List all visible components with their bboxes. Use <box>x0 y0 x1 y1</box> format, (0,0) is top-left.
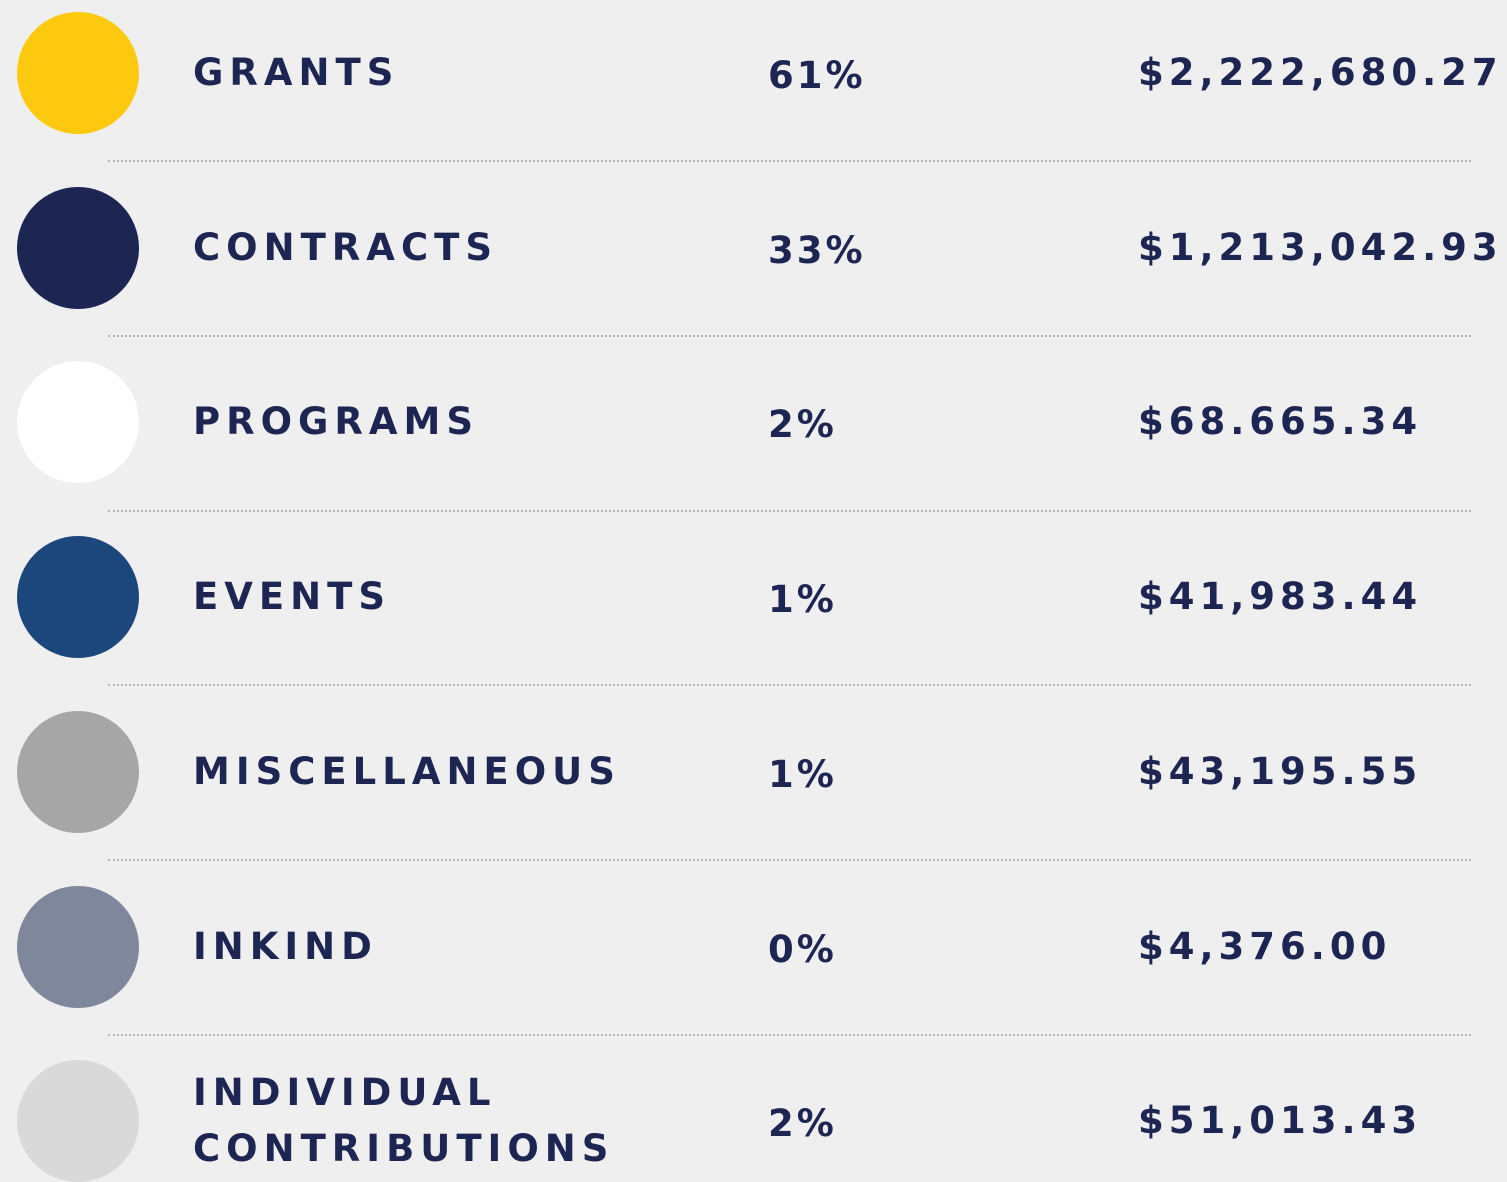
category-name: MISCELLANEOUS <box>193 749 621 793</box>
amount: $4,376.00 <box>1138 924 1392 968</box>
percentage: 33% <box>768 228 866 272</box>
category-name: PROGRAMS <box>193 400 480 444</box>
separator <box>108 859 1471 862</box>
color-swatch <box>17 186 139 309</box>
amount: $43,195.55 <box>1138 749 1423 793</box>
separator <box>108 509 1471 512</box>
category-name: GRANTS <box>193 51 400 94</box>
percentage: 1% <box>768 578 837 622</box>
percentage: 0% <box>768 927 837 971</box>
amount: $1,213,042.93 <box>1138 225 1503 269</box>
percentage: 2% <box>768 403 837 447</box>
separator <box>108 160 1471 163</box>
color-swatch <box>17 12 139 134</box>
color-swatch <box>17 1060 139 1182</box>
separator <box>108 684 1471 687</box>
color-swatch <box>17 361 139 484</box>
separator <box>108 335 1471 338</box>
amount: $2,222,680.27 <box>1138 51 1503 94</box>
separator <box>108 1033 1471 1036</box>
color-swatch <box>17 885 139 1008</box>
category-name: EVENTS <box>193 575 392 619</box>
category-name: INKIND <box>193 924 378 968</box>
amount: $41,983.44 <box>1138 575 1423 619</box>
category-name: INDIVIDUAL CONTRIBUTIONS <box>193 1071 615 1171</box>
amount: $51,013.43 <box>1138 1099 1423 1143</box>
color-swatch <box>17 710 139 833</box>
color-swatch <box>17 536 139 659</box>
percentage: 61% <box>768 54 866 97</box>
percentage: 1% <box>768 752 837 796</box>
amount: $68.665.34 <box>1138 400 1423 444</box>
category-name: CONTRACTS <box>193 225 498 269</box>
percentage: 2% <box>768 1102 837 1146</box>
